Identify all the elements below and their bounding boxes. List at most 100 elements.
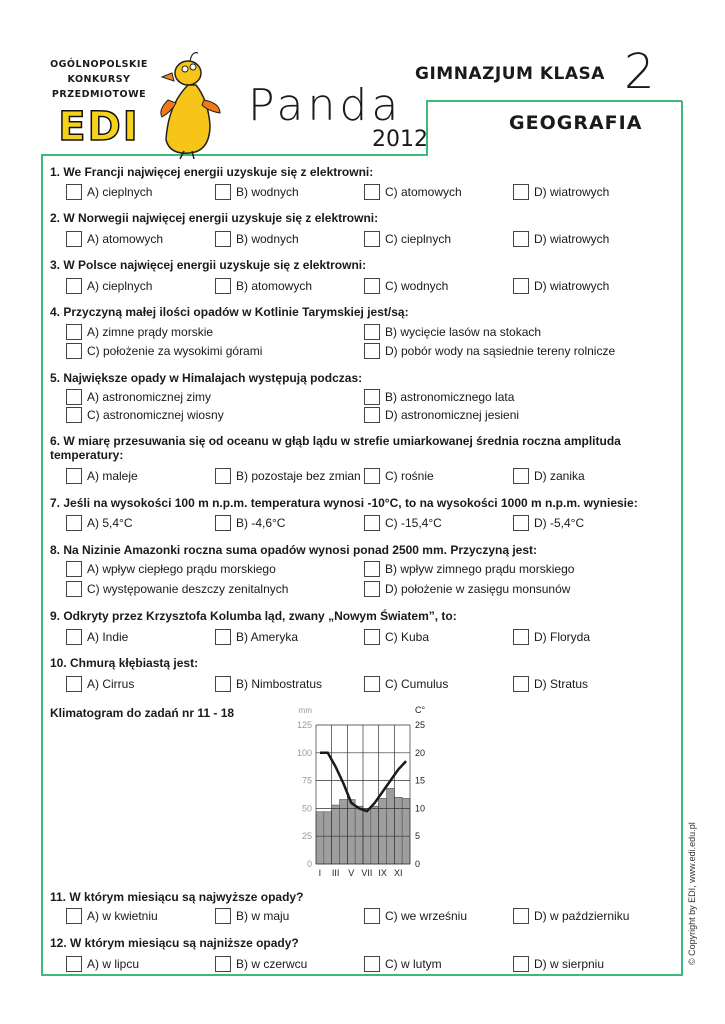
answer-option[interactable]: D) w sierpniu: [513, 955, 604, 972]
answer-checkbox[interactable]: [215, 183, 231, 200]
answer-checkbox[interactable]: [215, 955, 231, 972]
answer-checkbox[interactable]: [364, 342, 380, 359]
level-number: 2: [624, 44, 655, 100]
answer-option[interactable]: B) atomowych: [215, 277, 312, 294]
answer-option[interactable]: B) -4,6°C: [215, 514, 285, 531]
answer-option[interactable]: A) zimne prądy morskie: [66, 323, 213, 340]
answer-option[interactable]: B) astronomicznego lata: [364, 388, 514, 405]
answer-option[interactable]: C) rośnie: [364, 467, 434, 484]
answer-label: A) cieplnych: [87, 278, 153, 293]
answer-option[interactable]: C) w lutym: [364, 955, 442, 972]
answer-checkbox[interactable]: [66, 230, 82, 247]
answer-option[interactable]: C) we wrześniu: [364, 907, 467, 924]
answer-option[interactable]: B) Nimbostratus: [215, 675, 322, 692]
answer-checkbox[interactable]: [215, 277, 231, 294]
answer-option[interactable]: D) wiatrowych: [513, 230, 609, 247]
answer-option[interactable]: A) Indie: [66, 628, 128, 645]
answer-checkbox[interactable]: [364, 183, 380, 200]
answer-checkbox[interactable]: [66, 580, 82, 597]
answer-option[interactable]: D) wiatrowych: [513, 277, 609, 294]
answer-checkbox[interactable]: [364, 628, 380, 645]
answer-option[interactable]: D) położenie w zasięgu monsunów: [364, 580, 570, 597]
answer-checkbox[interactable]: [364, 514, 380, 531]
answer-option[interactable]: C) -15,4°C: [364, 514, 442, 531]
answer-checkbox[interactable]: [215, 907, 231, 924]
answer-checkbox[interactable]: [513, 675, 529, 692]
answer-checkbox[interactable]: [66, 406, 82, 423]
answer-option[interactable]: C) astronomicznej wiosny: [66, 406, 224, 423]
answer-checkbox[interactable]: [66, 323, 82, 340]
answer-option[interactable]: A) maleje: [66, 467, 138, 484]
answer-option[interactable]: C) atomowych: [364, 183, 462, 200]
answer-checkbox[interactable]: [66, 277, 82, 294]
answer-option[interactable]: C) cieplnych: [364, 230, 451, 247]
answer-option[interactable]: B) w czerwcu: [215, 955, 307, 972]
answer-checkbox[interactable]: [66, 675, 82, 692]
question-title: 4. Przyczyną małej ilości opadów w Kotli…: [50, 305, 409, 319]
answer-checkbox[interactable]: [513, 183, 529, 200]
answer-option[interactable]: B) wycięcie lasów na stokach: [364, 323, 541, 340]
answer-checkbox[interactable]: [215, 514, 231, 531]
answer-option[interactable]: A) astronomicznej zimy: [66, 388, 211, 405]
answer-option[interactable]: C) wodnych: [364, 277, 448, 294]
answer-checkbox[interactable]: [513, 907, 529, 924]
contest-year: 2012: [372, 127, 428, 152]
answer-option[interactable]: D) zanika: [513, 467, 585, 484]
answer-checkbox[interactable]: [364, 580, 380, 597]
answer-checkbox[interactable]: [364, 907, 380, 924]
answer-checkbox[interactable]: [364, 467, 380, 484]
answer-option[interactable]: B) wodnych: [215, 230, 299, 247]
answer-checkbox[interactable]: [66, 183, 82, 200]
answer-checkbox[interactable]: [215, 467, 231, 484]
answer-option[interactable]: C) położenie za wysokimi górami: [66, 342, 262, 359]
answer-checkbox[interactable]: [215, 675, 231, 692]
answer-checkbox[interactable]: [364, 230, 380, 247]
answer-option[interactable]: B) wpływ zimnego prądu morskiego: [364, 560, 574, 577]
answer-option[interactable]: C) Kuba: [364, 628, 429, 645]
answer-checkbox[interactable]: [364, 955, 380, 972]
answer-checkbox[interactable]: [66, 907, 82, 924]
answer-checkbox[interactable]: [215, 230, 231, 247]
answer-checkbox[interactable]: [364, 323, 380, 340]
answer-option[interactable]: D) Floryda: [513, 628, 590, 645]
answer-checkbox[interactable]: [66, 342, 82, 359]
answer-checkbox[interactable]: [66, 560, 82, 577]
answer-option[interactable]: A) w kwietniu: [66, 907, 158, 924]
answer-option[interactable]: D) -5,4°C: [513, 514, 584, 531]
answer-checkbox[interactable]: [66, 955, 82, 972]
answer-checkbox[interactable]: [513, 277, 529, 294]
answer-option[interactable]: B) pozostaje bez zmian: [215, 467, 361, 484]
answer-checkbox[interactable]: [513, 467, 529, 484]
answer-checkbox[interactable]: [364, 560, 380, 577]
answer-option[interactable]: D) astronomicznej jesieni: [364, 406, 519, 423]
answer-checkbox[interactable]: [364, 406, 380, 423]
answer-checkbox[interactable]: [66, 467, 82, 484]
answer-option[interactable]: D) pobór wody na sąsiednie tereny rolnic…: [364, 342, 615, 359]
answer-option[interactable]: A) cieplnych: [66, 277, 152, 294]
answer-option[interactable]: A) w lipcu: [66, 955, 139, 972]
answer-option[interactable]: B) w maju: [215, 907, 289, 924]
answer-checkbox[interactable]: [364, 675, 380, 692]
answer-option[interactable]: D) wiatrowych: [513, 183, 609, 200]
answer-option[interactable]: A) atomowych: [66, 230, 163, 247]
answer-option[interactable]: D) Stratus: [513, 675, 588, 692]
answer-option[interactable]: B) wodnych: [215, 183, 299, 200]
answer-option[interactable]: A) 5,4°C: [66, 514, 132, 531]
answer-option[interactable]: A) Cirrus: [66, 675, 134, 692]
answer-checkbox[interactable]: [66, 514, 82, 531]
answer-checkbox[interactable]: [66, 388, 82, 405]
answer-option[interactable]: D) w październiku: [513, 907, 629, 924]
answer-option[interactable]: C) występowanie deszczy zenitalnych: [66, 580, 288, 597]
answer-checkbox[interactable]: [513, 230, 529, 247]
answer-checkbox[interactable]: [513, 955, 529, 972]
answer-option[interactable]: B) Ameryka: [215, 628, 298, 645]
answer-checkbox[interactable]: [364, 277, 380, 294]
answer-checkbox[interactable]: [66, 628, 82, 645]
answer-checkbox[interactable]: [513, 514, 529, 531]
answer-checkbox[interactable]: [513, 628, 529, 645]
answer-option[interactable]: C) Cumulus: [364, 675, 448, 692]
answer-checkbox[interactable]: [215, 628, 231, 645]
answer-option[interactable]: A) cieplnych: [66, 183, 152, 200]
answer-checkbox[interactable]: [364, 388, 380, 405]
answer-option[interactable]: A) wpływ ciepłego prądu morskiego: [66, 560, 276, 577]
